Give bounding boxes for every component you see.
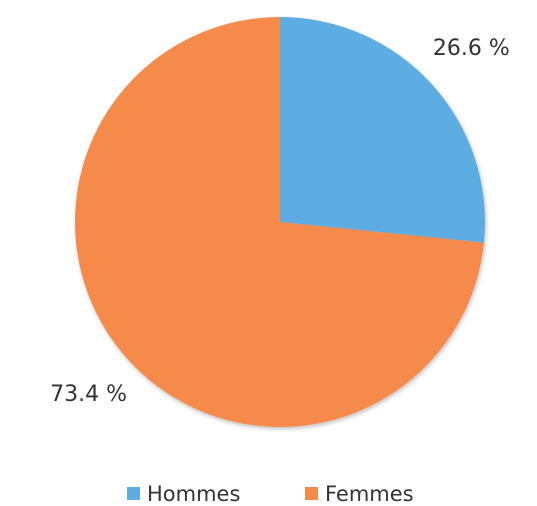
pie-slice — [280, 17, 485, 243]
legend-label: Hommes — [147, 482, 240, 506]
legend-label: Femmes — [325, 482, 414, 506]
pie-slice — [75, 17, 484, 428]
legend-swatch — [305, 487, 318, 500]
legend-swatch — [127, 487, 140, 500]
pie — [75, 17, 485, 428]
data-label: 73.4 % — [50, 382, 127, 407]
data-label: 26.6 % — [433, 36, 510, 61]
